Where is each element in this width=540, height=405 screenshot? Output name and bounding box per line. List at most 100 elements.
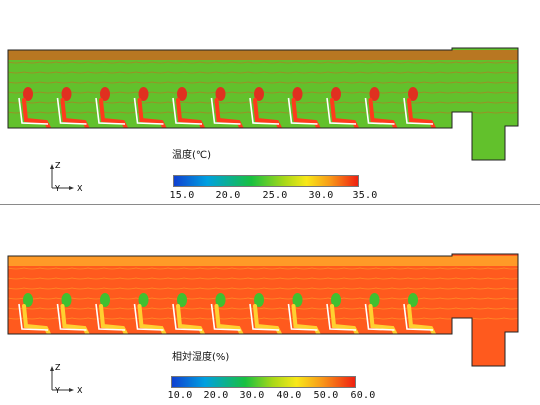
passenger-head — [23, 293, 33, 307]
passenger — [249, 293, 283, 338]
passenger-head — [100, 87, 110, 101]
contour-line — [8, 91, 518, 94]
axis-x-label: X — [77, 386, 83, 395]
passenger-head — [331, 87, 341, 101]
passenger — [18, 293, 52, 338]
seat-outline — [364, 97, 395, 125]
passenger — [56, 293, 91, 338]
passenger-body — [253, 304, 283, 338]
passenger-body — [99, 304, 129, 338]
passenger-head — [408, 87, 418, 101]
panel-divider — [0, 204, 540, 205]
passenger-head — [292, 87, 303, 101]
seat-outline — [172, 97, 203, 125]
passenger-body — [330, 304, 360, 338]
passenger-head — [369, 87, 380, 101]
seat-outline — [287, 97, 318, 125]
seat-outline — [95, 303, 126, 331]
passenger-body — [60, 98, 91, 132]
coordinate-axes: Z Y X — [50, 161, 83, 193]
passenger-head — [408, 293, 418, 307]
contour-line — [8, 81, 518, 84]
colorbar-tick-label: 20.0 — [215, 190, 241, 201]
passenger-head — [138, 293, 149, 307]
passenger — [56, 87, 91, 132]
passenger-head — [177, 293, 187, 307]
passenger-head — [61, 293, 72, 307]
passenger — [364, 87, 399, 132]
passenger-body — [22, 98, 52, 132]
passenger-body — [253, 98, 283, 132]
passenger — [95, 87, 129, 132]
seat-outline — [210, 303, 241, 331]
passenger-body — [214, 98, 245, 132]
passenger — [364, 293, 399, 338]
seat-outline — [210, 97, 241, 125]
passenger-body — [291, 98, 322, 132]
passenger — [210, 87, 245, 132]
passenger — [403, 87, 437, 132]
seat-outline — [287, 303, 318, 331]
passenger — [249, 87, 283, 132]
contour-line — [8, 71, 518, 74]
passenger-head — [215, 293, 226, 307]
seat-outline — [56, 97, 87, 125]
cabin-fill — [8, 48, 518, 160]
passenger-body — [137, 98, 168, 132]
seat-outline — [326, 303, 357, 331]
colorbar-tick-label: 30.0 — [239, 390, 265, 401]
passenger — [95, 293, 129, 338]
cabin-outline — [7, 253, 519, 367]
humidity-title: 相対湿度(%) — [172, 352, 230, 363]
passenger-head — [138, 87, 149, 101]
contour-line — [8, 267, 518, 270]
axis-y-label: Y — [54, 184, 60, 193]
seat-outline — [133, 303, 164, 331]
ceiling-band — [8, 256, 518, 266]
passenger-head — [292, 293, 303, 307]
passenger-head — [369, 293, 380, 307]
colorbar-tick-label: 60.0 — [350, 390, 376, 401]
colorbar-tick-label: 50.0 — [313, 390, 339, 401]
passenger-head — [215, 87, 226, 101]
cabin-interior — [8, 48, 518, 160]
passenger-body — [176, 304, 206, 338]
temperature-contour-plot — [7, 47, 519, 161]
temperature-colorbar — [173, 175, 359, 187]
seat-outline — [249, 303, 280, 331]
colorbar-tick-label: 15.0 — [169, 190, 195, 201]
axis-y-label: Y — [54, 386, 60, 395]
passenger-body — [407, 98, 437, 132]
passenger-body — [60, 304, 91, 338]
passenger-body — [99, 98, 129, 132]
passenger-head — [61, 87, 72, 101]
contour-line — [8, 287, 518, 290]
passenger-body — [407, 304, 437, 338]
axis-z-label: Z — [55, 363, 61, 372]
passenger-head — [254, 293, 264, 307]
passenger — [326, 293, 360, 338]
passenger-head — [331, 293, 341, 307]
passenger-body — [176, 98, 206, 132]
seat-outline — [403, 303, 434, 331]
passenger — [210, 293, 245, 338]
contour-line — [8, 297, 518, 300]
cabin-outline — [7, 47, 519, 161]
colorbar-tick-label: 10.0 — [167, 390, 193, 401]
passenger-body — [214, 304, 245, 338]
passenger — [403, 293, 437, 338]
colorbar-tick-label: 30.0 — [308, 190, 334, 201]
passenger-body — [22, 304, 52, 338]
colorbar-tick-label: 25.0 — [262, 190, 288, 201]
passenger — [287, 293, 322, 338]
passenger — [133, 293, 168, 338]
cabin-interior — [8, 254, 518, 366]
humidity-panel: 相対湿度(%) Z Y X 10.0 20.0 30.0 40.0 50.0 6… — [0, 206, 540, 405]
seat-outline — [18, 97, 49, 125]
colorbar-tick-label: 20.0 — [203, 390, 229, 401]
seat-outline — [133, 97, 164, 125]
humidity-colorbar — [171, 376, 356, 388]
contour-line — [8, 111, 518, 114]
seat-outline — [56, 303, 87, 331]
seat-outline — [95, 97, 126, 125]
